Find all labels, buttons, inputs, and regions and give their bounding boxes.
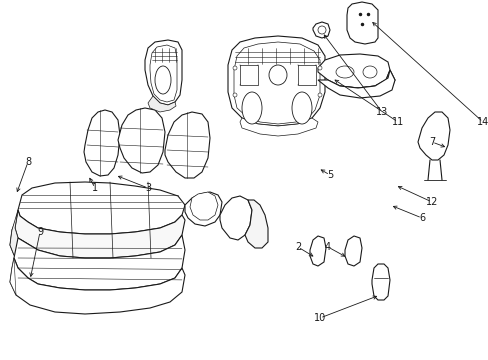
Polygon shape — [14, 235, 184, 290]
Polygon shape — [164, 112, 209, 178]
Text: 5: 5 — [326, 170, 332, 180]
Text: 10: 10 — [313, 313, 325, 323]
Polygon shape — [317, 70, 394, 98]
Ellipse shape — [317, 93, 321, 97]
Polygon shape — [18, 182, 184, 234]
Bar — [240, 65, 258, 85]
Text: 11: 11 — [391, 117, 403, 127]
Ellipse shape — [155, 66, 171, 94]
Polygon shape — [234, 42, 319, 124]
Text: 9: 9 — [37, 227, 43, 237]
Ellipse shape — [317, 26, 325, 34]
Bar — [297, 65, 315, 85]
Ellipse shape — [335, 66, 353, 78]
Text: 2: 2 — [294, 242, 301, 252]
Polygon shape — [148, 96, 176, 112]
Polygon shape — [10, 210, 28, 260]
Ellipse shape — [242, 92, 262, 124]
Text: 8: 8 — [25, 157, 31, 167]
Text: 1: 1 — [92, 183, 98, 193]
Polygon shape — [339, 70, 394, 93]
Text: 6: 6 — [418, 213, 424, 223]
Polygon shape — [15, 210, 184, 258]
Ellipse shape — [232, 93, 237, 97]
Text: 7: 7 — [428, 137, 434, 147]
Polygon shape — [312, 22, 329, 38]
Polygon shape — [244, 200, 267, 248]
Polygon shape — [10, 258, 16, 295]
Ellipse shape — [362, 66, 376, 78]
Polygon shape — [190, 192, 218, 220]
Ellipse shape — [232, 66, 237, 70]
Polygon shape — [220, 196, 251, 240]
Polygon shape — [371, 264, 389, 300]
Text: 13: 13 — [375, 107, 387, 117]
Polygon shape — [240, 118, 317, 136]
Text: 4: 4 — [324, 242, 330, 252]
Polygon shape — [10, 208, 38, 260]
Polygon shape — [227, 36, 325, 126]
Polygon shape — [346, 2, 377, 44]
Text: 3: 3 — [144, 183, 151, 193]
Ellipse shape — [268, 65, 286, 85]
Text: 12: 12 — [425, 197, 437, 207]
Polygon shape — [345, 236, 361, 266]
Polygon shape — [309, 236, 325, 266]
Ellipse shape — [291, 92, 311, 124]
Polygon shape — [317, 54, 389, 88]
Polygon shape — [10, 258, 184, 314]
Polygon shape — [145, 40, 182, 105]
Polygon shape — [417, 112, 449, 160]
Polygon shape — [84, 110, 120, 176]
Polygon shape — [184, 192, 222, 226]
Ellipse shape — [317, 66, 321, 70]
Polygon shape — [150, 45, 177, 102]
Text: 14: 14 — [476, 117, 488, 127]
Polygon shape — [118, 108, 164, 173]
